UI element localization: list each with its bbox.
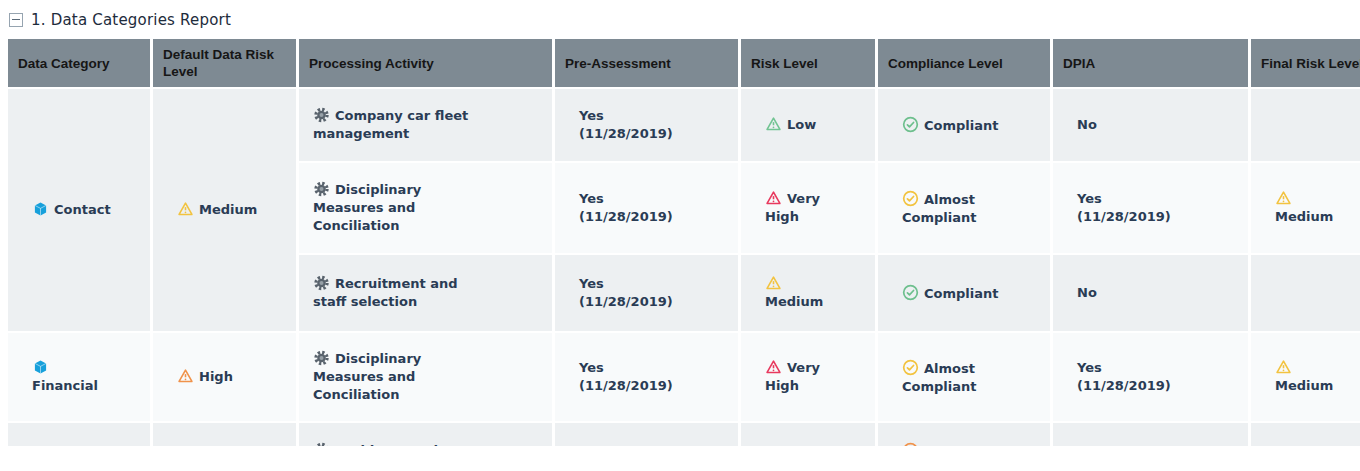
table-row: Accidents and diseases management Yes (1… [8,423,1360,446]
risk-level-cell: Very High [741,163,875,253]
final-risk-cell: Medium [1251,333,1360,421]
gear-icon [313,275,330,291]
table-header-row: Data Category Default Data Risk Level Pr… [8,39,1360,87]
processing-activity-label: Recruitment and staff selection [313,276,458,309]
check-circle-icon [902,359,919,376]
processing-activity-cell: Company car fleet management [299,89,552,161]
warning-triangle-icon [765,116,782,132]
compliance-level-label: Compliant [924,286,998,301]
compliance-level-cell: Almost Compliant [878,333,1050,421]
pre-assessment-cell: Yes (11/28/2019) [555,89,738,161]
category-cell [8,423,150,446]
warning-triangle-icon [765,275,782,291]
compliance-level-cell: Almost Compliant [878,163,1050,253]
table-row: Contact Medium Company car fleet managem… [8,89,1360,161]
warning-triangle-icon [765,190,782,206]
dpia-cell: No [1053,423,1248,446]
column-header-default-data-risk-level: Default Data Risk Level [153,39,296,87]
pre-assessment-cell: Yes (11/28/2019) [555,423,738,446]
default-risk-label: Medium [199,202,257,217]
default-risk-cell [153,423,296,446]
gear-icon [313,107,330,123]
data-category-cube-icon [32,201,49,217]
final-risk-cell [1251,423,1360,446]
final-risk-label: Medium [1275,378,1333,393]
data-categories-report: 1. Data Categories Report Data Category … [0,0,1360,446]
warning-triangle-icon [765,359,782,375]
default-risk-cell: High [153,333,296,421]
category-label: Financial [32,378,98,393]
warning-triangle-icon [177,201,194,217]
processing-activity-cell: Disciplinary Measures and Conciliation [299,163,552,253]
pre-assessment-cell: Yes (11/28/2019) [555,255,738,331]
compliance-level-cell: Compliant [878,89,1050,161]
dpia-cell: No [1053,89,1248,161]
check-circle-icon [902,190,919,207]
column-header-compliance-level: Compliance Level [878,39,1050,87]
column-header-data-category: Data Category [8,39,150,87]
column-header-risk-level: Risk Level [741,39,875,87]
warning-triangle-icon [1275,359,1292,375]
risk-level-cell: Low [741,89,875,161]
processing-activity-cell: Accidents and diseases management [299,423,552,446]
category-cell: Contact [8,89,150,331]
gear-icon [313,350,330,366]
data-categories-table: Data Category Default Data Risk Level Pr… [5,37,1360,446]
risk-level-label: Low [787,117,816,132]
dpia-cell: Yes (11/28/2019) [1053,333,1248,421]
data-category-cube-icon [32,359,49,375]
risk-level-cell: Medium [741,255,875,331]
processing-activity-label: Accidents and diseases management [313,443,477,446]
compliance-level-label: Compliant [924,118,998,133]
check-circle-icon [902,442,919,447]
pre-assessment-cell: Yes (11/28/2019) [555,333,738,421]
processing-activity-cell: Recruitment and staff selection [299,255,552,331]
dpia-cell: Yes (11/28/2019) [1053,163,1248,253]
collapse-minus-icon[interactable] [9,13,23,27]
dpia-cell: No [1053,255,1248,331]
warning-triangle-icon [1275,190,1292,206]
report-title: 1. Data Categories Report [31,11,231,29]
table-row: Financial High Disciplinary Measures and… [8,333,1360,421]
final-risk-label: Medium [1275,209,1333,224]
column-header-processing-activity: Processing Activity [299,39,552,87]
processing-activity-cell: Disciplinary Measures and Conciliation [299,333,552,421]
final-risk-cell [1251,89,1360,161]
risk-level-cell: High [741,423,875,446]
gear-icon [313,181,330,197]
final-risk-cell [1251,255,1360,331]
check-circle-icon [902,284,919,301]
category-label: Contact [54,202,111,217]
column-header-final-risk-level: Final Risk Level [1251,39,1360,87]
processing-activity-label: Company car fleet management [313,108,468,141]
column-header-dpia: DPIA [1053,39,1248,87]
final-risk-cell: Medium [1251,163,1360,253]
default-risk-label: High [199,369,233,384]
category-cell: Financial [8,333,150,421]
risk-level-label: Medium [765,294,823,309]
compliance-level-cell: Compliant [878,255,1050,331]
column-header-pre-assessment: Pre-Assessment [555,39,738,87]
default-risk-cell: Medium [153,89,296,331]
compliance-level-cell: Poorly Compliant [878,423,1050,446]
report-header: 1. Data Categories Report [0,0,1360,37]
check-circle-icon [902,116,919,133]
risk-level-cell: Very High [741,333,875,421]
pre-assessment-cell: Yes (11/28/2019) [555,163,738,253]
warning-triangle-icon [177,368,194,384]
gear-icon [313,442,330,446]
report-table-container: Data Category Default Data Risk Level Pr… [0,37,1360,446]
